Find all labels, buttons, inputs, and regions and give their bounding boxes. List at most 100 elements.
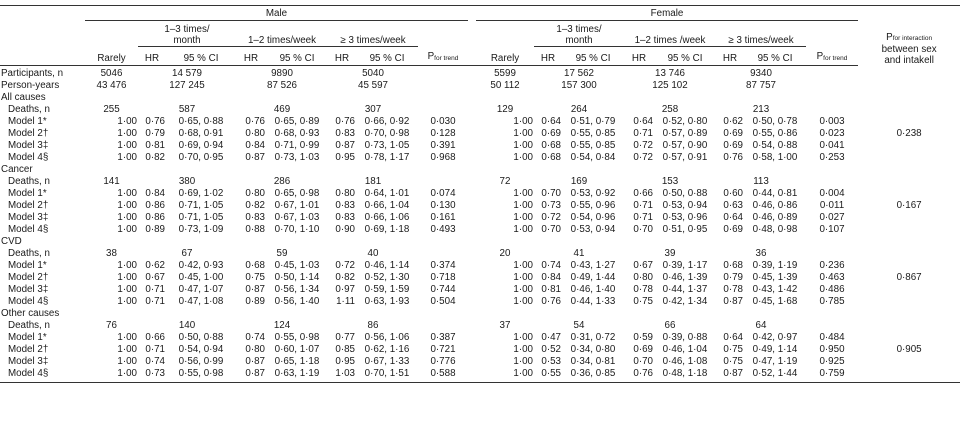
female-rarely: 1·00 <box>513 140 533 151</box>
male-ci-3-week: 0·56, 1·06 <box>364 332 410 343</box>
female-ci-1-3-month: 0·55, 0·85 <box>570 140 616 151</box>
deaths-male-rarely: 255 <box>103 104 120 115</box>
results-table: Male Female 1–3 times/month 1–2 times/we… <box>0 3 960 383</box>
model-row: Model 2† 1·00 0·71 0·54, 0·94 0·80 0·60, 1·07… <box>0 344 960 356</box>
male-rarely: 1·00 <box>117 140 137 151</box>
female-hr-1-3-month: 0·70 <box>541 188 561 199</box>
male-hr-1-2-week: 0·83 <box>245 212 265 223</box>
deaths-male-3-week: 40 <box>367 248 379 259</box>
section-title-row: All causes <box>0 92 960 104</box>
spacer-cell <box>418 104 468 116</box>
male-hr-3-week: 0·83 <box>335 212 355 223</box>
female-ci-3-week: 0·43, 1·42 <box>752 284 798 295</box>
female-p-trend: 0·004 <box>819 188 845 199</box>
deaths-female-1-3-month: 41 <box>573 248 585 259</box>
female-ci-1-2-week: 0·48, 1·18 <box>662 368 708 379</box>
male-hr-3-week: 0·95 <box>335 152 355 163</box>
deaths-male-1-2-week: 286 <box>273 176 291 187</box>
model-label: Model 3‡ <box>8 356 49 367</box>
deaths-male-3-week: 307 <box>364 104 382 115</box>
female-ci-1-2-week: 0·57, 0·89 <box>662 128 708 139</box>
female-hr-1-3-month: 0·84 <box>541 272 561 283</box>
model-row: Model 2† 1·00 0·79 0·68, 0·91 0·80 0·68, 0·93… <box>0 128 960 140</box>
male-hr-1-2-week: 0·80 <box>245 188 265 199</box>
model-row: Model 4§ 1·00 0·89 0·73, 1·09 0·88 0·70, 1·10… <box>0 224 960 236</box>
male-ci-1-2-week: 0·65, 1·18 <box>274 356 320 367</box>
female-hr-3-week: 0·64 <box>723 212 743 223</box>
male-hr-header-1: HR <box>138 46 166 66</box>
female-hr-1-3-month: 0·53 <box>541 356 561 367</box>
model-row: Model 1* 1·00 0·76 0·65, 0·88 0·76 0·65, 0·89… <box>0 116 960 128</box>
male-ci-3-week: 0·78, 1·17 <box>364 152 410 163</box>
female-p-trend: 0·253 <box>819 152 845 163</box>
deaths-male-1-3-month: 380 <box>178 176 196 187</box>
spacer-cell <box>468 332 476 344</box>
model-label: Model 2† <box>8 272 49 283</box>
male-p-trend: 0·718 <box>430 272 456 283</box>
female-hr-1-2-week: 0·75 <box>633 296 653 307</box>
female-ci-3-week: 0·42, 0·97 <box>752 332 798 343</box>
deaths-male-rarely: 38 <box>106 248 117 259</box>
person-years-row-female-1-2-week: 125 102 <box>652 80 688 91</box>
model-label: Model 1* <box>8 116 47 127</box>
male-hr-1-2-week: 0·87 <box>245 356 265 367</box>
female-hr-3-week: 0·69 <box>723 128 743 139</box>
deaths-female-1-3-month: 54 <box>573 320 585 331</box>
male-hr-1-2-week: 0·75 <box>245 272 265 283</box>
male-hr-3-week: 0·72 <box>335 260 355 271</box>
female-rarely: 1·00 <box>513 260 533 271</box>
spacer-cell <box>468 152 476 164</box>
male-ci-3-week: 0·63, 1·93 <box>364 296 410 307</box>
female-hr-3-week: 0·68 <box>723 260 743 271</box>
p-interaction-header: Pfor interaction between sex and intakell <box>881 31 937 66</box>
male-hr-1-2-week: 0·76 <box>245 116 265 127</box>
female-hr-3-week: 0·60 <box>723 188 743 199</box>
male-rarely: 1·00 <box>117 296 137 307</box>
female-ci-3-week: 0·58, 1·00 <box>752 152 798 163</box>
male-hr-3-week: 0·85 <box>335 344 355 355</box>
model-label: Model 1* <box>8 260 47 271</box>
spacer-cell <box>858 284 960 296</box>
spacer-cell <box>858 152 960 164</box>
person-years-row-female-1-3-month: 157 300 <box>561 80 597 91</box>
spacer-cell <box>468 224 476 236</box>
female-p-trend: 0·950 <box>819 344 845 355</box>
male-hr-3-week: 0·82 <box>335 272 355 283</box>
female-rarely: 1·00 <box>513 296 533 307</box>
female-ci-1-3-month: 0·36, 0·85 <box>570 368 616 379</box>
male-ci-1-3-month: 0·73, 1·09 <box>178 224 224 235</box>
male-p-trend: 0·391 <box>430 140 456 151</box>
model-row: Model 4§ 1·00 0·82 0·70, 0·95 0·87 0·73, 1·03… <box>0 152 960 164</box>
female-ci-1-3-month: 0·51, 0·79 <box>570 116 616 127</box>
female-ci-1-3-month: 0·54, 0·84 <box>570 152 616 163</box>
female-ci-1-2-week: 0·46, 1·08 <box>662 356 708 367</box>
participants-row-male-1-3-month: 14 579 <box>172 68 202 79</box>
female-hr-3-week: 0·75 <box>723 344 743 355</box>
female-hr-1-3-month: 0·55 <box>541 368 561 379</box>
male-ci-1-3-month: 0·45, 1·00 <box>178 272 224 283</box>
female-ci-1-3-month: 0·53, 0·94 <box>570 224 616 235</box>
female-hr-3-week: 0·79 <box>723 272 743 283</box>
deaths-female-3-week: 213 <box>752 104 770 115</box>
male-rarely: 1·00 <box>117 284 137 295</box>
spacer-cell <box>806 248 858 260</box>
male-rarely: 1·00 <box>117 128 137 139</box>
male-hr-1-3-month: 0·82 <box>145 152 165 163</box>
female-hr-1-2-week: 0·70 <box>633 356 653 367</box>
participants-row-female-1-3-month: 17 562 <box>564 68 594 79</box>
male-ci-1-3-month: 0·69, 0·94 <box>178 140 224 151</box>
male-hr-3-week: 0·90 <box>335 224 355 235</box>
male-hr-3-week: 0·77 <box>335 332 355 343</box>
spacer-cell <box>468 104 476 116</box>
male-ci-1-2-week: 0·71, 0·99 <box>274 140 320 151</box>
male-p-trend: 0·504 <box>430 296 456 307</box>
model-row: Model 3‡ 1·00 0·81 0·69, 0·94 0·84 0·71, 0·99… <box>0 140 960 152</box>
female-p-trend: 0·925 <box>819 356 845 367</box>
male-ci-header-1: 95 % CI <box>166 46 236 66</box>
female-ci-3-week: 0·54, 0·88 <box>752 140 798 151</box>
female-ci-1-3-month: 0·31, 0·72 <box>570 332 616 343</box>
female-rarely: 1·00 <box>513 272 533 283</box>
female-hr-3-week: 0·78 <box>723 284 743 295</box>
female-p-trend: 0·003 <box>819 116 845 127</box>
